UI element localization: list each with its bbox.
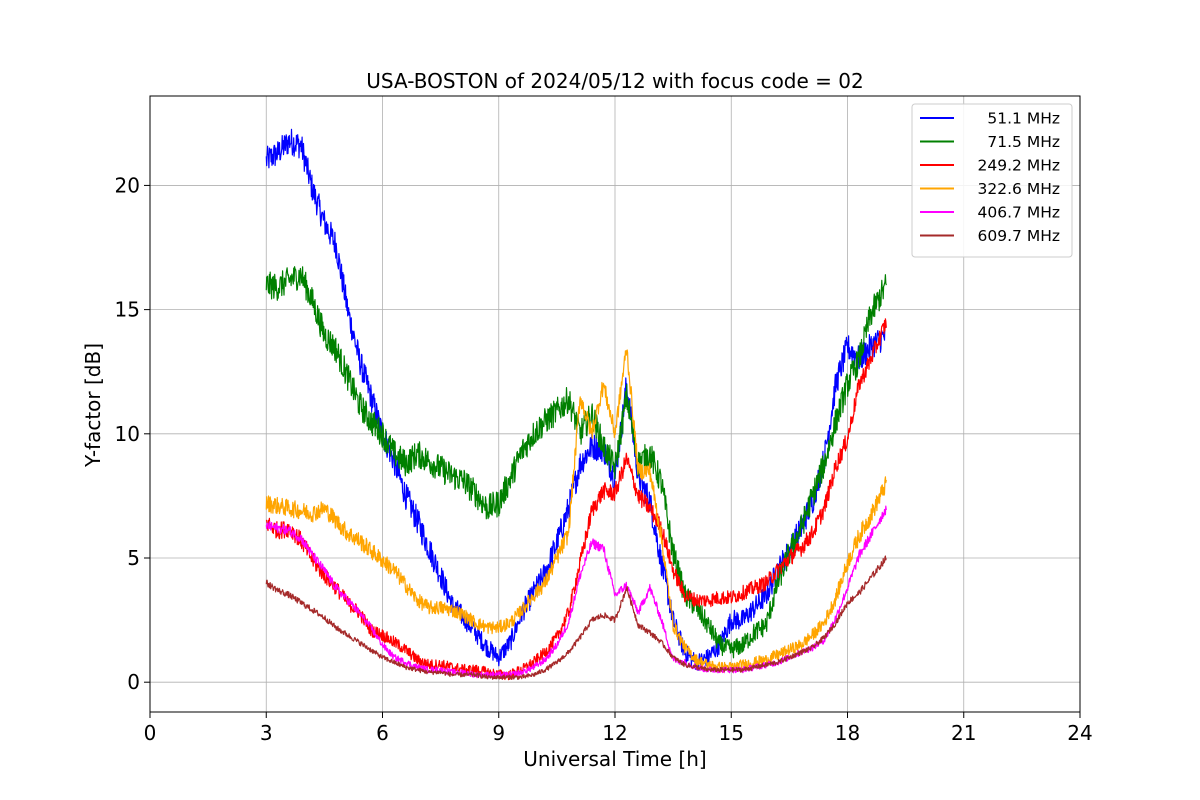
x-axis-label: Universal Time [h] bbox=[523, 747, 706, 771]
x-tick-label: 6 bbox=[376, 721, 389, 745]
series-line bbox=[265, 505, 887, 679]
legend-label: 249.2 MHz bbox=[978, 157, 1060, 175]
y-tick-label: 10 bbox=[115, 422, 140, 446]
series-line bbox=[265, 555, 887, 680]
legend-label: 71.5 MHz bbox=[987, 133, 1060, 151]
x-tick-label: 15 bbox=[719, 721, 744, 745]
series-line bbox=[265, 349, 887, 673]
series-layer bbox=[265, 128, 887, 681]
x-tick-label: 12 bbox=[602, 721, 627, 745]
y-tick-label: 20 bbox=[115, 173, 140, 197]
y-tick-label: 5 bbox=[127, 546, 140, 570]
legend-label: 406.7 MHz bbox=[978, 204, 1060, 222]
x-tick-label: 21 bbox=[951, 721, 976, 745]
chart-title: USA-BOSTON of 2024/05/12 with focus code… bbox=[366, 69, 863, 93]
y-axis: 0 5 10 15 20 bbox=[115, 173, 150, 694]
x-tick-label: 18 bbox=[835, 721, 860, 745]
x-axis: 0 3 6 9 12 15 18 21 24 bbox=[144, 712, 1093, 745]
x-tick-label: 3 bbox=[260, 721, 273, 745]
legend-label: 609.7 MHz bbox=[978, 227, 1060, 245]
x-tick-label: 0 bbox=[144, 721, 157, 745]
x-tick-label: 9 bbox=[492, 721, 505, 745]
legend: 51.1 MHz 71.5 MHz 249.2 MHz 322.6 MHz 406.7 … bbox=[911, 103, 1073, 258]
legend-label: 51.1 MHz bbox=[987, 110, 1060, 128]
series-line bbox=[265, 318, 887, 681]
series-line bbox=[265, 266, 887, 659]
y-tick-label: 15 bbox=[115, 298, 140, 322]
legend-label: 322.6 MHz bbox=[978, 180, 1060, 198]
y-axis-label: Y-factor [dB] bbox=[81, 343, 105, 468]
y-tick-label: 0 bbox=[127, 670, 140, 694]
series-line bbox=[265, 128, 887, 671]
x-tick-label: 24 bbox=[1067, 721, 1092, 745]
